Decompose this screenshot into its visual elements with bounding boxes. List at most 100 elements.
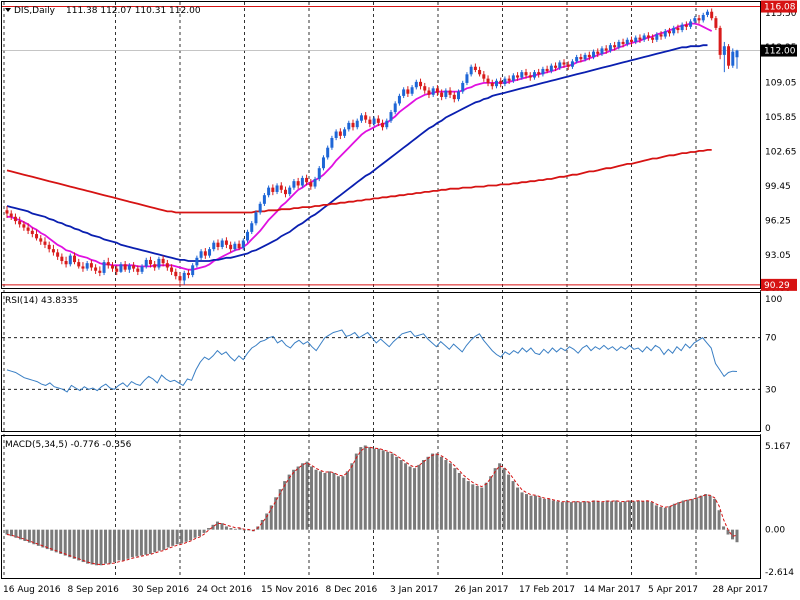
current-price-label: 112.00 xyxy=(764,47,796,57)
macd-histogram-bar xyxy=(538,497,542,530)
candle-body xyxy=(410,87,414,94)
x-tick-label: 15 Nov 2016 xyxy=(261,585,319,595)
candle-body xyxy=(212,242,216,250)
macd-histogram-bar xyxy=(444,460,448,530)
macd-histogram-bar xyxy=(233,528,237,530)
macd-histogram-bar xyxy=(301,463,305,530)
macd-histogram-bar xyxy=(556,501,560,530)
macd-histogram-bar xyxy=(422,460,426,530)
macd-histogram-bar xyxy=(574,501,578,530)
macd-histogram-bar xyxy=(520,492,524,530)
macd-histogram-bar xyxy=(722,526,726,530)
symbol-header[interactable]: DIS,Daily 111.38 112.07 110.31 112.00 xyxy=(5,6,201,16)
macd-histogram-bar xyxy=(404,463,408,530)
macd-histogram-bar xyxy=(327,471,331,530)
candle-body xyxy=(701,14,705,21)
macd-histogram-bar xyxy=(457,472,461,530)
macd-histogram-bar xyxy=(323,472,327,530)
x-tick-label: 14 Mar 2017 xyxy=(584,585,641,595)
candle-body xyxy=(123,264,127,270)
candle-body xyxy=(191,265,195,276)
macd-histogram-bar xyxy=(247,529,251,531)
candle-body xyxy=(676,27,680,31)
candle-body xyxy=(208,249,212,256)
macd-histogram-bar xyxy=(63,529,67,556)
macd-histogram-bar xyxy=(623,501,627,530)
macd-histogram-bar xyxy=(560,502,564,530)
candle-body xyxy=(461,82,465,92)
candle-body xyxy=(313,178,317,187)
macd-y-tick-label: 5.167 xyxy=(765,442,791,452)
macd-histogram-bar xyxy=(681,500,685,530)
macd-histogram-bar xyxy=(480,487,484,530)
ma-mid-line xyxy=(6,44,708,262)
candle-body xyxy=(735,50,739,58)
macd-histogram-bar xyxy=(112,529,116,563)
x-tick-label: 8 Sep 2016 xyxy=(68,585,120,595)
candle-body xyxy=(85,263,89,269)
candle-body xyxy=(608,45,612,51)
candle-body xyxy=(659,34,663,37)
ma-slow-line xyxy=(6,149,712,214)
price-level-label: 90.29 xyxy=(764,281,790,291)
candle-body xyxy=(562,62,566,65)
candle-body xyxy=(524,72,528,76)
candle-body xyxy=(106,262,110,266)
macd-histogram-bar xyxy=(578,502,582,530)
macd-histogram-bar xyxy=(569,502,573,530)
candle-body xyxy=(300,177,304,186)
dropdown-triangle-icon[interactable] xyxy=(5,8,11,12)
macd-histogram-bar xyxy=(565,501,569,530)
macd-histogram-bar xyxy=(215,521,219,530)
candle-body xyxy=(667,31,671,34)
candle-body xyxy=(338,131,342,136)
x-tick-label: 28 Apr 2017 xyxy=(713,585,769,595)
macd-signal-line xyxy=(6,446,738,566)
macd-histogram-bar xyxy=(211,524,215,530)
macd-histogram-bar xyxy=(542,498,546,530)
macd-histogram-bar xyxy=(166,529,170,548)
candle-body xyxy=(634,37,638,42)
candle-body xyxy=(326,147,330,158)
candle-body xyxy=(13,216,17,222)
candle-body xyxy=(351,122,355,128)
macd-histogram-bar xyxy=(45,529,49,550)
macd-histogram-bar xyxy=(533,495,537,530)
candle-body xyxy=(51,249,55,253)
macd-histogram-bar xyxy=(614,500,618,530)
candle-body xyxy=(600,48,604,54)
macd-histogram-bar xyxy=(547,498,551,530)
candle-body xyxy=(224,240,228,245)
macd-histogram-bar xyxy=(386,451,390,530)
candle-body xyxy=(254,212,258,224)
macd-histogram-bar xyxy=(336,476,340,530)
candle-body xyxy=(292,181,296,188)
macd-histogram-bar xyxy=(269,505,273,530)
candle-body xyxy=(381,122,385,128)
candle-body xyxy=(355,120,359,128)
candle-body xyxy=(81,266,85,269)
candle-body xyxy=(136,268,140,272)
candle-body xyxy=(18,221,22,225)
candle-body xyxy=(330,137,334,148)
candle-body xyxy=(604,48,608,51)
macd-histogram-bar xyxy=(632,501,636,530)
candle-body xyxy=(30,230,34,235)
candle-body xyxy=(469,66,473,75)
macd-histogram-bar xyxy=(14,529,18,538)
macd-histogram-bar xyxy=(50,529,54,551)
macd-histogram-bar xyxy=(363,445,367,530)
candle-body xyxy=(271,187,275,192)
rsi-label: RSI(14) 43.8335 xyxy=(5,296,78,306)
candle-body xyxy=(22,224,26,228)
macd-histogram-bar xyxy=(377,448,381,530)
price-y-tick-label: 93.05 xyxy=(765,251,791,261)
macd-histogram-bar xyxy=(23,529,27,542)
candle-body xyxy=(494,80,498,87)
macd-histogram-bar xyxy=(292,469,296,530)
macd-histogram-bar xyxy=(238,528,242,530)
candle-body xyxy=(127,265,131,270)
macd-histogram-bar xyxy=(466,481,470,530)
macd-histogram-bar xyxy=(587,502,591,530)
macd-histogram-bar xyxy=(36,529,40,546)
